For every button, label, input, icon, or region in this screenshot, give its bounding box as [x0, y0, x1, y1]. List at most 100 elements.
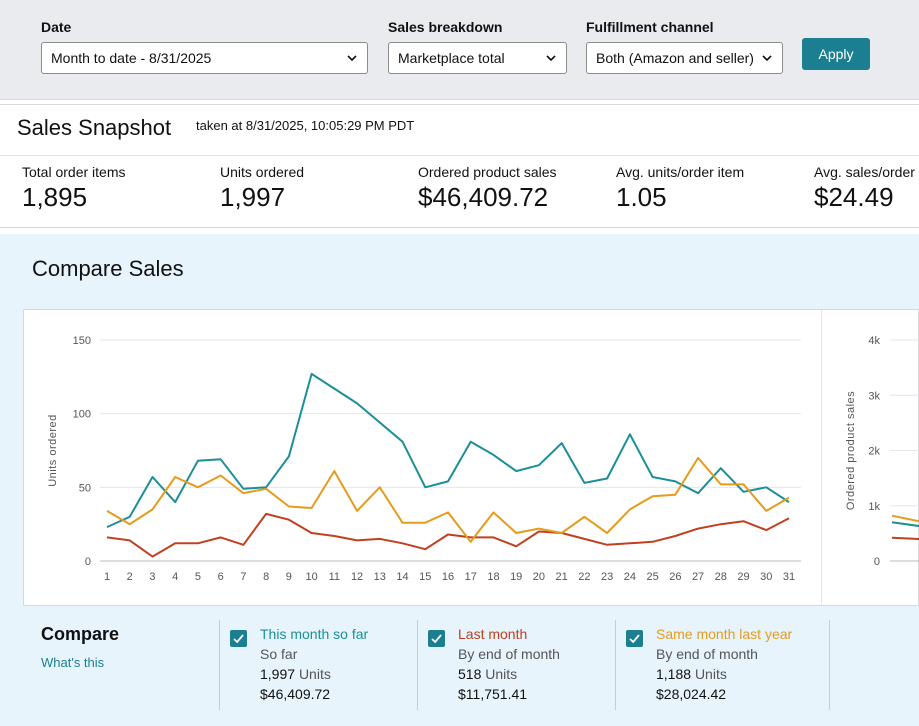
legend-series-name: Same month last year	[656, 626, 793, 642]
legend-units-value: 1,188	[656, 666, 692, 682]
legend-series-name: This month so far	[260, 626, 369, 642]
series-line-0-2	[106, 456, 790, 543]
x-tick-label: 26	[669, 571, 681, 583]
series-line-0-0	[106, 372, 790, 529]
sales-snapshot-header: Sales Snapshot taken at 8/31/2025, 10:05…	[0, 104, 919, 156]
metric-value: 1.05	[616, 182, 667, 212]
legend-units-value: 1,997	[260, 666, 296, 682]
series-line-1-1	[891, 536, 919, 541]
x-tick-label: 13	[374, 571, 386, 583]
x-tick-label: 22	[578, 571, 590, 583]
checkmark-icon	[629, 634, 640, 644]
metric-units-ordered: Units ordered 1,997	[220, 164, 304, 213]
metric-value: 1,895	[22, 182, 88, 212]
breakdown-filter-label: Sales breakdown	[388, 19, 503, 35]
y-tick-label: 4k	[868, 335, 880, 347]
date-filter: Date Month to date - 8/31/2025	[41, 18, 368, 74]
x-tick-label: 10	[305, 571, 317, 583]
series-line-1-2	[891, 514, 919, 523]
breakdown-select[interactable]: Marketplace total	[388, 42, 567, 74]
metric-label: Units ordered	[220, 164, 305, 180]
chevron-down-icon	[347, 55, 357, 62]
breakdown-select-value: Marketplace total	[398, 50, 505, 66]
x-tick-label: 2	[127, 571, 133, 583]
metric-avg-units-per-order-item: Avg. units/order item 1.05	[616, 164, 744, 213]
metric-label: Ordered product sales	[418, 164, 557, 180]
last-month-checkbox[interactable]	[428, 630, 445, 647]
legend-units-label: Units	[298, 666, 331, 682]
snapshot-timestamp: taken at 8/31/2025, 10:05:29 PM PDT	[196, 118, 415, 133]
legend-units-value: 518	[458, 666, 482, 682]
x-tick-label: 9	[286, 571, 292, 583]
x-tick-label: 4	[172, 571, 178, 583]
x-tick-label: 21	[556, 571, 568, 583]
x-tick-label: 14	[396, 571, 408, 583]
channel-select[interactable]: Both (Amazon and seller)	[586, 42, 783, 74]
legend-item-same-month-last-year: Same month last year By end of month 1,1…	[615, 620, 830, 710]
this-month-checkbox[interactable]	[230, 630, 247, 647]
metric-total-order-items: Total order items 1,895	[22, 164, 125, 213]
legend-sales-value: $46,409.72	[260, 686, 331, 702]
x-tick-label: 15	[419, 571, 431, 583]
series-line-1-0	[891, 521, 919, 528]
y-axis-label: Units ordered	[47, 414, 59, 487]
x-tick-label: 30	[760, 571, 772, 583]
compare-heading: Compare	[41, 624, 120, 644]
y-tick-label: 100	[73, 409, 91, 421]
x-tick-label: 27	[692, 571, 704, 583]
snapshot-metrics: Total order items 1,895 Units ordered 1,…	[0, 156, 919, 228]
compare-legend: Compare What's this This month so far So…	[0, 614, 919, 726]
chart-divider	[821, 310, 822, 605]
x-tick-label: 24	[624, 571, 636, 583]
checkmark-icon	[233, 634, 244, 644]
snapshot-title: Sales Snapshot	[17, 115, 172, 140]
legend-period: By end of month	[656, 646, 758, 662]
legend-period: So far	[260, 646, 298, 662]
y-tick-label: 150	[73, 335, 91, 347]
y-tick-label: 2k	[868, 446, 880, 458]
compare-sales-title: Compare Sales	[32, 256, 184, 281]
channel-filter: Fulfillment channel Both (Amazon and sel…	[586, 18, 783, 74]
x-tick-label: 1	[104, 571, 110, 583]
x-tick-label: 29	[737, 571, 749, 583]
x-tick-label: 23	[601, 571, 613, 583]
apply-button[interactable]: Apply	[802, 38, 870, 70]
filter-bar: Date Month to date - 8/31/2025 Sales bre…	[0, 0, 919, 100]
x-tick-label: 17	[465, 571, 477, 583]
x-tick-label: 6	[218, 571, 224, 583]
y-tick-label: 0	[85, 556, 91, 568]
legend-item-last-month: Last month By end of month 518 Units $11…	[417, 620, 615, 710]
chart-container: 0 50 100 150 1 2 3 4 5 6 7 8 9 10 11 12 13 14 15 16 17 18 19 20…	[23, 309, 919, 606]
metric-value: $24.49	[814, 182, 894, 212]
ordered-product-sales-chart: 0 1k 2k 3k 4k Ordered product sales	[845, 335, 919, 568]
legend-sales-value: $28,024.42	[656, 686, 727, 702]
x-tick-label: 20	[533, 571, 545, 583]
x-tick-label: 25	[646, 571, 658, 583]
metric-value: 1,997	[220, 182, 286, 212]
metric-ordered-product-sales: Ordered product sales $46,409.72	[418, 164, 557, 213]
legend-text: This month so far So far 1,997 Units $46…	[260, 624, 368, 704]
metric-label: Avg. sales/order	[814, 164, 915, 180]
series-line-0-1	[106, 512, 790, 558]
x-tick-label: 7	[240, 571, 246, 583]
same-month-last-year-checkbox[interactable]	[626, 630, 643, 647]
whats-this-link[interactable]: What's this	[41, 655, 105, 670]
x-tick-label: 19	[510, 571, 522, 583]
legend-sales-value: $11,751.41	[458, 686, 528, 702]
chevron-down-icon	[546, 55, 556, 62]
legend-series-name: Last month	[458, 626, 528, 642]
metric-label: Avg. units/order item	[616, 164, 745, 180]
metric-avg-sales-per-order: Avg. sales/order $24.49	[814, 164, 915, 213]
channel-filter-label: Fulfillment channel	[586, 19, 714, 35]
chevron-down-icon	[762, 55, 772, 62]
legend-item-this-month: This month so far So far 1,997 Units $46…	[219, 620, 417, 710]
y-tick-label: 50	[79, 482, 91, 494]
date-filter-label: Date	[41, 19, 72, 35]
date-select[interactable]: Month to date - 8/31/2025	[41, 42, 368, 74]
y-tick-label: 1k	[868, 501, 880, 513]
x-tick-label: 5	[195, 571, 201, 583]
x-tick-label: 16	[442, 571, 454, 583]
x-tick-label: 28	[715, 571, 727, 583]
legend-text: Last month By end of month 518 Units $11…	[458, 624, 560, 704]
metric-value: $46,409.72	[418, 182, 549, 212]
